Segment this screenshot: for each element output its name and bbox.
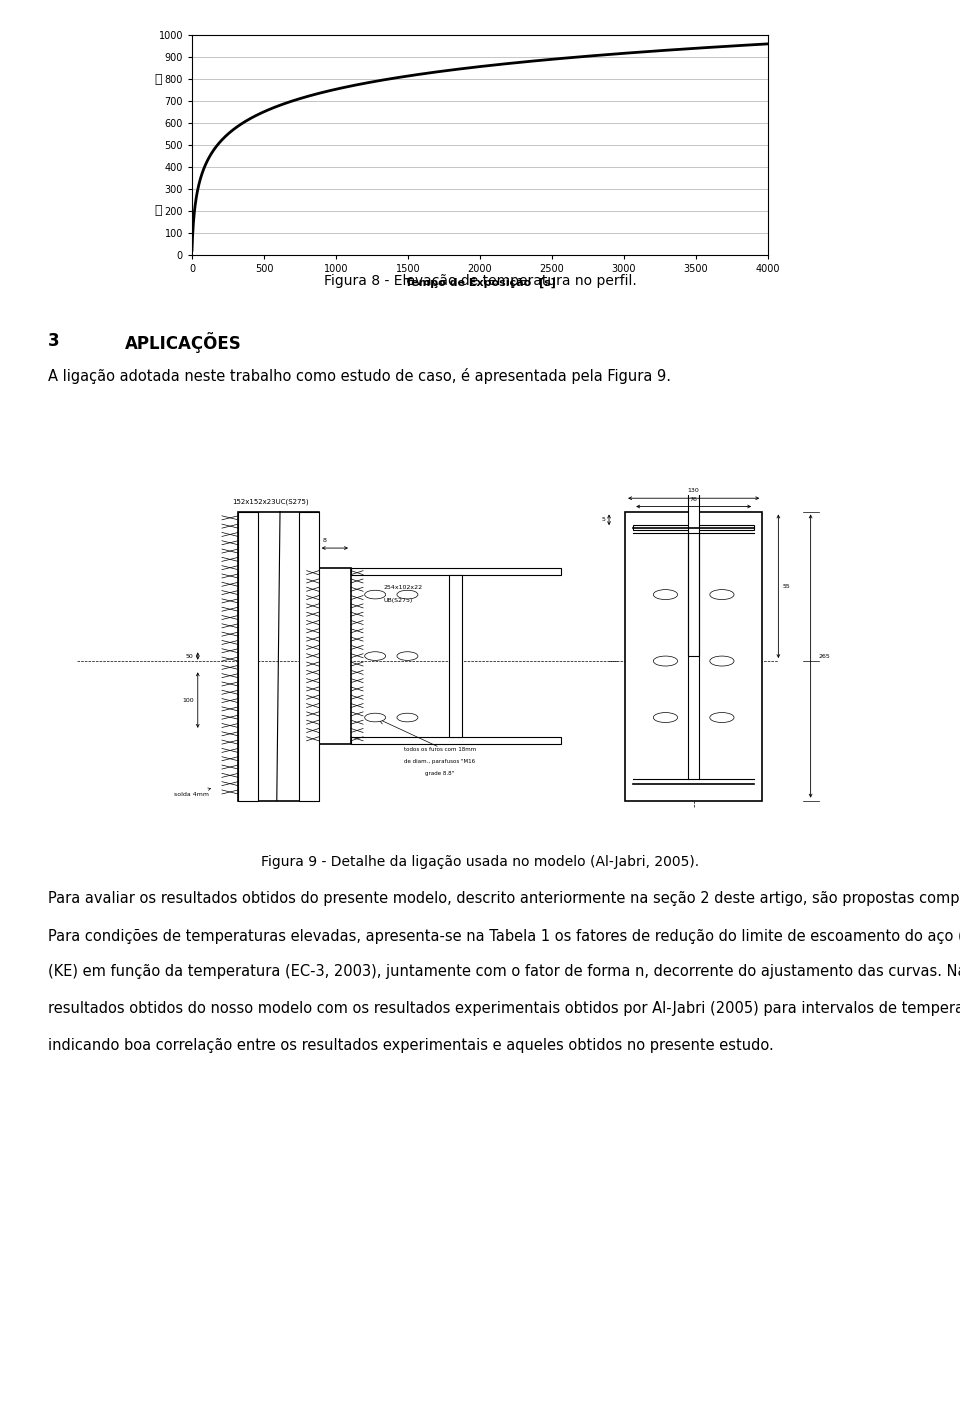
Text: Figura 9 - Detalhe da ligação usada no modelo (Al-Jabri, 2005).: Figura 9 - Detalhe da ligação usada no m… (261, 855, 699, 870)
Text: UB(S275): UB(S275) (383, 598, 413, 602)
Circle shape (654, 590, 678, 600)
Circle shape (709, 590, 734, 600)
Text: 🚜: 🚜 (155, 204, 162, 218)
Text: indicando boa correlação entre os resultados experimentais e aqueles obtidos no : indicando boa correlação entre os result… (48, 1038, 774, 1053)
Circle shape (709, 713, 734, 723)
Text: (KE) em função da temperatura (EC-3, 2003), juntamente com o fator de forma n, d: (KE) em função da temperatura (EC-3, 200… (48, 964, 960, 980)
Text: 🚛: 🚛 (155, 72, 162, 86)
Bar (625, 512, 762, 800)
Bar (688, 390, 699, 656)
Circle shape (396, 652, 418, 660)
Circle shape (654, 713, 678, 723)
Text: 50: 50 (186, 653, 194, 659)
Circle shape (396, 713, 418, 723)
Text: 5: 5 (601, 518, 605, 522)
Text: A ligação adotada neste trabalho como estudo de caso, é apresentada pela Figura : A ligação adotada neste trabalho como es… (48, 368, 671, 383)
Bar (319, 568, 351, 744)
Text: 55: 55 (782, 584, 790, 588)
Bar (634, 525, 755, 530)
Text: 254x102x22: 254x102x22 (383, 584, 422, 590)
Text: Para condições de temperaturas elevadas, apresenta-se na Tabela 1 os fatores de : Para condições de temperaturas elevadas,… (48, 928, 960, 943)
Circle shape (365, 713, 386, 723)
Text: 100: 100 (182, 697, 194, 703)
Text: 265: 265 (819, 653, 830, 659)
Text: resultados obtidos do nosso modelo com os resultados experimentais obtidos por A: resultados obtidos do nosso modelo com o… (48, 1001, 960, 1017)
Circle shape (396, 590, 418, 600)
Circle shape (365, 652, 386, 660)
Bar (351, 568, 561, 574)
Text: 152x152x23UC(S275): 152x152x23UC(S275) (232, 498, 309, 505)
Text: 130: 130 (687, 488, 700, 493)
Bar (238, 512, 258, 800)
Text: 8: 8 (323, 539, 326, 543)
Bar (299, 512, 319, 800)
Circle shape (709, 656, 734, 666)
Text: grade 8.8": grade 8.8" (425, 771, 454, 776)
Text: APLICAÇÕES: APLICAÇÕES (125, 332, 242, 354)
Bar (238, 512, 319, 800)
Text: 76: 76 (689, 496, 698, 502)
X-axis label: Tempo de Exposição  [s]: Tempo de Exposição [s] (404, 277, 556, 288)
Bar (449, 574, 463, 738)
Circle shape (365, 590, 386, 600)
Text: Figura 8 - Elevação de temperatura no perfil.: Figura 8 - Elevação de temperatura no pe… (324, 274, 636, 288)
Text: solda 4mm: solda 4mm (174, 788, 210, 797)
Text: 3: 3 (48, 332, 60, 351)
Text: de diam., parafusos "M16: de diam., parafusos "M16 (404, 759, 475, 764)
Text: Para avaliar os resultados obtidos do presente modelo, descrito anteriormente na: Para avaliar os resultados obtidos do pr… (48, 891, 960, 906)
Text: todos os furos com 18mm: todos os furos com 18mm (403, 748, 476, 752)
Bar (351, 738, 561, 744)
Circle shape (654, 656, 678, 666)
